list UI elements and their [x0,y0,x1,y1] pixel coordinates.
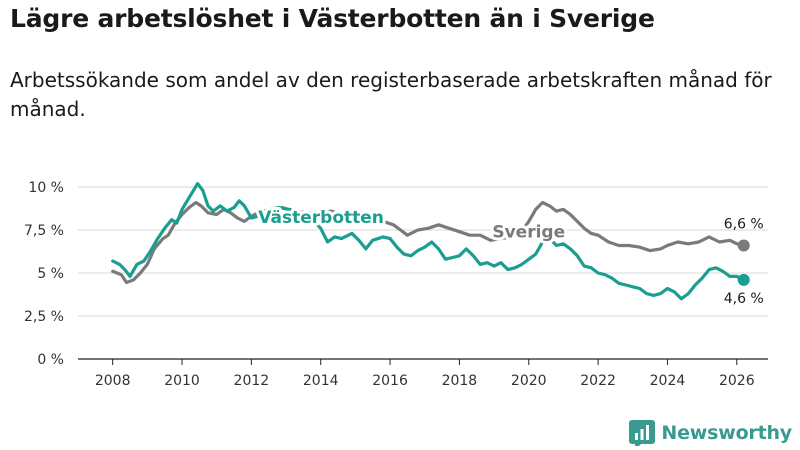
chart-title: Lägre arbetslöshet i Västerbotten än i S… [10,4,655,33]
x-tick-label: 2020 [511,373,547,389]
series-label-sverige-halo: Sverige [492,223,565,243]
x-tick-label: 2022 [580,373,616,389]
x-tick-label: 2010 [164,373,200,389]
y-tick-label: 0 % [37,352,64,368]
x-tick-label: 2016 [372,373,408,389]
series-line-vasterbotten [111,182,746,301]
bar-chart-logo-icon [629,420,656,446]
y-tick-label: 7,5 % [24,223,64,239]
end-label-sverige: 6,6 % [724,216,764,232]
brand-name: Newsworthy [661,422,792,444]
series-label-vasterbotten: Västerbotten [258,208,384,228]
end-marker-vasterbotten [737,273,750,286]
end-marker-sverige [737,239,750,252]
series-label-sverige: Sverige [492,223,565,243]
x-tick-label: 2026 [719,373,755,389]
series-label-vasterbotten-halo: Västerbotten [258,208,384,228]
y-tick-label: 2,5 % [24,309,64,325]
brand-logo: Newsworthy [629,420,792,446]
end-label-vasterbotten: 4,6 % [724,291,764,307]
x-tick-label: 2014 [303,373,339,389]
x-tick-label: 2012 [234,373,270,389]
x-tick-label: 2024 [650,373,686,389]
y-tick-label: 10 % [28,180,64,196]
y-tick-label: 5 % [37,266,64,282]
series-line-sverige [111,200,746,285]
x-tick-label: 2018 [442,373,478,389]
x-tick-label: 2008 [95,373,131,389]
chart-subtitle: Arbetssökande som andel av den registerb… [10,68,772,121]
